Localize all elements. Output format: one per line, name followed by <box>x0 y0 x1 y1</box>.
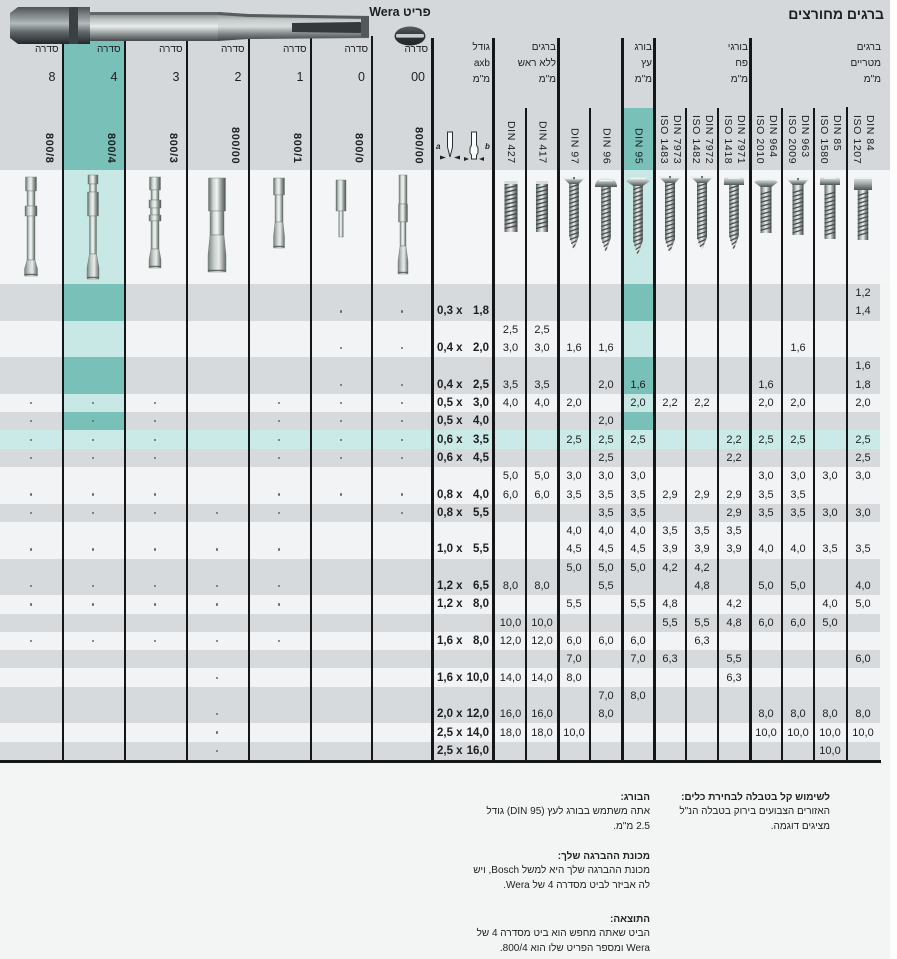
svg-text:b: b <box>485 142 490 151</box>
svg-text:a: a <box>436 142 441 151</box>
